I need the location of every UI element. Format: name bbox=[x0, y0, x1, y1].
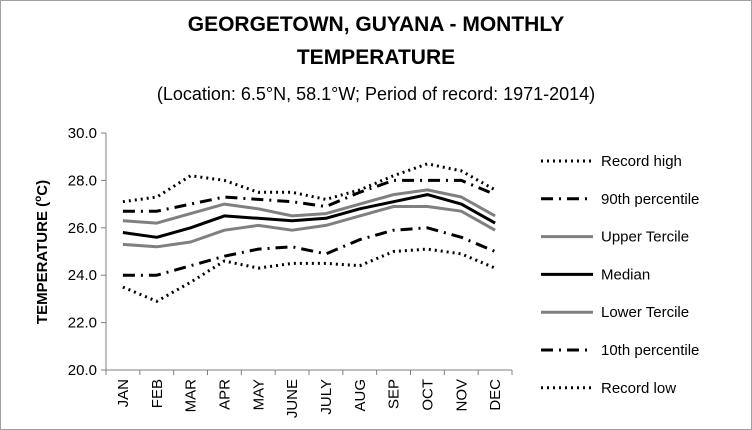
legend-label-record-high: Record high bbox=[601, 153, 682, 170]
x-tick-label: APR bbox=[216, 379, 233, 410]
x-tick-label: JUNE bbox=[284, 379, 301, 418]
y-tick-label: 26.0 bbox=[68, 220, 97, 237]
y-axis-label-suffix: C) bbox=[34, 180, 51, 196]
series-line-10th-percentile bbox=[122, 226, 496, 277]
y-tick-label: 30.0 bbox=[68, 125, 97, 142]
y-axis-label-prefix: TEMPERATURE ( bbox=[34, 202, 51, 324]
series-layer bbox=[122, 162, 496, 303]
series-line-upper-tercile bbox=[122, 188, 496, 225]
x-tick-label: AUG bbox=[352, 379, 369, 412]
x-tick-label: NOV bbox=[453, 379, 470, 412]
x-tick-label: OCT bbox=[419, 379, 436, 411]
series-line-median bbox=[122, 193, 496, 239]
y-tick-label: 28.0 bbox=[68, 172, 97, 189]
chart-title-line1: GEORGETOWN, GUYANA - MONTHLY bbox=[188, 13, 564, 36]
legend-label-median: Median bbox=[601, 266, 650, 283]
series-line-record-high bbox=[122, 162, 496, 204]
chart-title-line2: TEMPERATURE bbox=[297, 46, 455, 69]
series-line-90th-percentile bbox=[122, 178, 496, 213]
axes: 20.0 22.0 24.0 26.0 28.0 30.0 JAN FEB MAR APR MAY J… bbox=[68, 125, 513, 418]
series-line-lower-tercile bbox=[122, 205, 496, 249]
legend-label-10th-percentile: 10th percentile bbox=[601, 342, 699, 359]
legend-label-record-low: Record low bbox=[601, 380, 676, 397]
legend-label-lower-tercile: Lower Tercile bbox=[601, 304, 689, 321]
chart-subtitle: (Location: 6.5°N, 58.1°W; Period of reco… bbox=[157, 84, 595, 104]
x-tick-label: JAN bbox=[115, 379, 132, 407]
x-tick-label: MAY bbox=[250, 379, 267, 410]
x-tick-label: DEC bbox=[487, 379, 504, 411]
legend-label-90th-percentile: 90th percentile bbox=[601, 191, 699, 208]
legend-label-upper-tercile: Upper Tercile bbox=[601, 229, 689, 246]
y-tick-label: 20.0 bbox=[68, 362, 97, 379]
y-axis-label-superscript: o bbox=[33, 196, 44, 202]
x-tick-label: FEB bbox=[149, 379, 166, 408]
y-axis-label: TEMPERATURE (oC) bbox=[33, 180, 51, 324]
x-tick-label: SEP bbox=[386, 379, 403, 409]
y-tick-label: 22.0 bbox=[68, 315, 97, 332]
x-tick-label: MAR bbox=[183, 379, 200, 413]
x-tick-label: JULY bbox=[318, 379, 335, 415]
y-tick-label: 24.0 bbox=[68, 267, 97, 284]
legend: Record high 90th percentile Upper Tercile M… bbox=[541, 153, 699, 397]
